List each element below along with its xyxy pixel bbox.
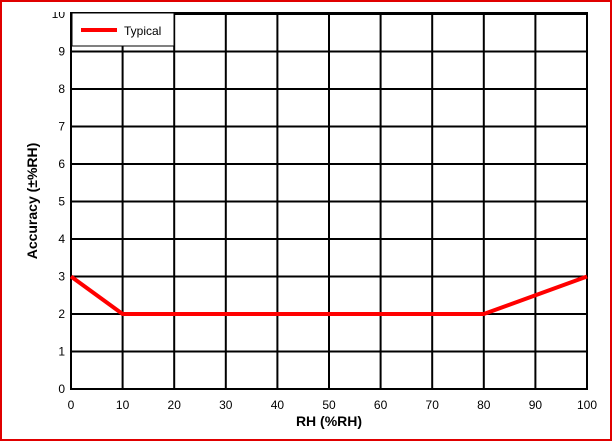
- plot-border: [70, 12, 588, 390]
- y-tick-label: 6: [58, 157, 65, 171]
- x-tick-labels: 0 10 20 30 40 50 60 70 80 90 100: [68, 398, 598, 412]
- legend-label-typical: Typical: [124, 24, 161, 38]
- y-tick-label: 8: [58, 82, 65, 96]
- y-tick-label: 10: [52, 7, 66, 21]
- legend: Typical: [71, 12, 175, 47]
- x-tick-label: 100: [577, 398, 597, 412]
- x-axis-title: RH (%RH): [296, 413, 362, 429]
- x-tick-label: 40: [271, 398, 285, 412]
- y-tick-label: 4: [58, 232, 65, 246]
- y-tick-labels: 0 1 2 3 4 5 6 7 8 9 10: [52, 7, 66, 396]
- x-tick-label: 80: [477, 398, 491, 412]
- series-layer: [69, 274, 588, 316]
- x-tick-label: 0: [68, 398, 75, 412]
- y-tick-label: 9: [58, 45, 65, 59]
- y-tick-label: 0: [58, 382, 65, 396]
- y-tick-label: 1: [58, 345, 65, 359]
- x-tick-label: 20: [168, 398, 182, 412]
- y-tick-label: 3: [58, 270, 65, 284]
- y-tick-label: 5: [58, 195, 65, 209]
- series-line-0: [69, 274, 588, 316]
- y-tick-label: 7: [58, 120, 65, 134]
- x-tick-label: 30: [219, 398, 233, 412]
- x-tick-label: 10: [116, 398, 130, 412]
- x-tick-label: 60: [374, 398, 388, 412]
- x-tick-label: 50: [322, 398, 336, 412]
- y-tick-label: 2: [58, 307, 65, 321]
- x-tick-label: 70: [426, 398, 440, 412]
- y-axis-title: Accuracy (±%RH): [24, 143, 40, 260]
- x-tick-label: 90: [529, 398, 543, 412]
